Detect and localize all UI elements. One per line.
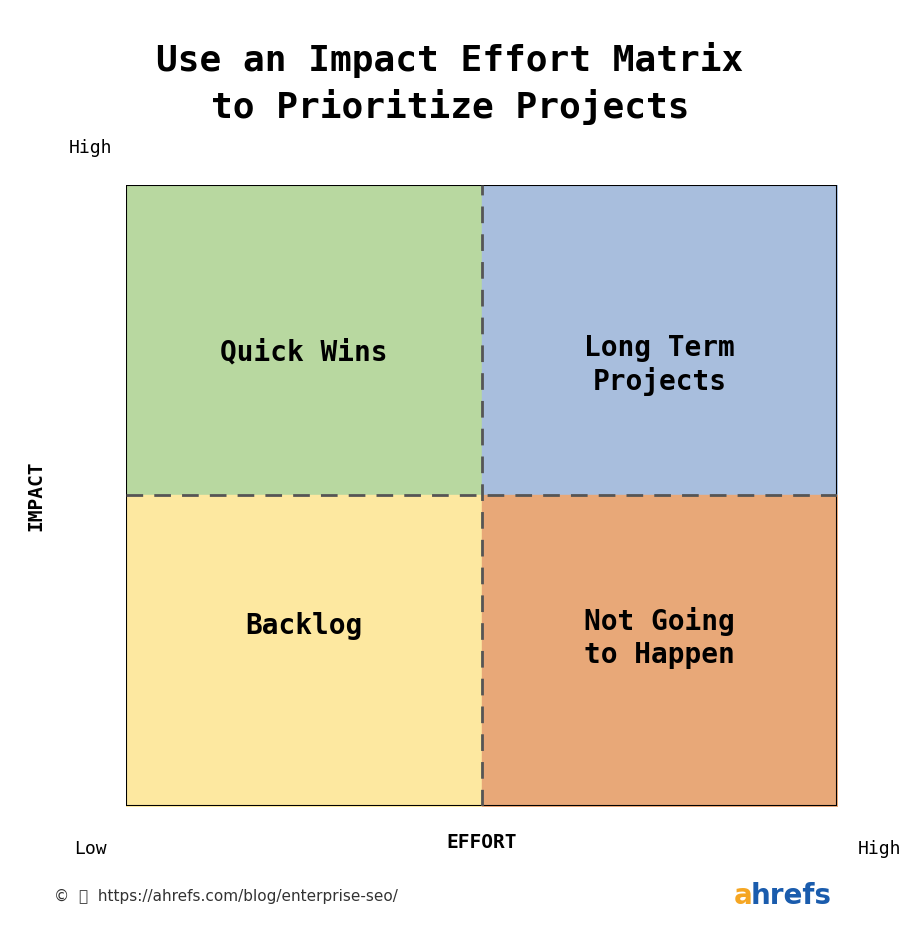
Text: Backlog: Backlog: [245, 612, 363, 640]
Text: a: a: [734, 882, 752, 910]
Text: IMPACT: IMPACT: [26, 460, 46, 531]
Text: High: High: [68, 139, 112, 157]
Text: Use an Impact Effort Matrix
to Prioritize Projects: Use an Impact Effort Matrix to Prioritiz…: [157, 42, 743, 125]
Text: Not Going
to Happen: Not Going to Happen: [584, 607, 734, 669]
Text: EFFORT: EFFORT: [446, 833, 517, 852]
Text: ©  ⓘ  https://ahrefs.com/blog/enterprise-seo/: © ⓘ https://ahrefs.com/blog/enterprise-s…: [54, 889, 398, 904]
Text: Low: Low: [74, 840, 107, 858]
Text: High: High: [858, 840, 900, 858]
Text: hrefs: hrefs: [751, 882, 832, 910]
Text: Quick Wins: Quick Wins: [220, 339, 388, 367]
Text: Long Term
Projects: Long Term Projects: [584, 334, 734, 396]
